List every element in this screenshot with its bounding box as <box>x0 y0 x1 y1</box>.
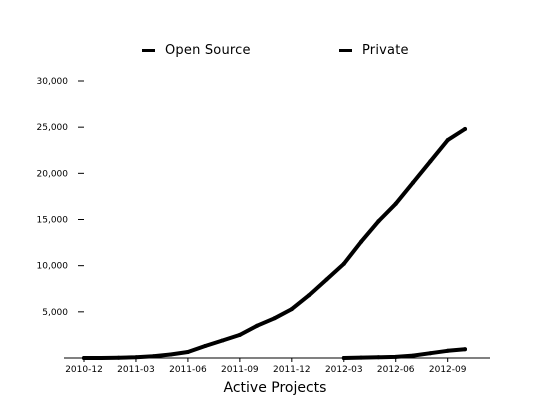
data-point-open-source <box>82 356 86 360</box>
data-point-open-source <box>463 127 467 131</box>
data-point-open-source <box>151 354 155 358</box>
y-tick-label: 20,000 <box>37 169 69 179</box>
data-point-open-source <box>411 181 415 185</box>
y-tick-label: 15,000 <box>37 216 69 226</box>
y-tick-label: 25,000 <box>37 123 69 133</box>
x-tick-label: 2012-09 <box>429 365 467 375</box>
data-point-open-source <box>169 353 173 357</box>
series-line-open-source <box>84 129 465 358</box>
data-point-private <box>394 355 398 359</box>
data-point-open-source <box>359 240 363 244</box>
x-tick-label: 2011-06 <box>169 365 207 375</box>
data-point-open-source <box>203 344 207 348</box>
data-point-open-source <box>134 355 138 359</box>
x-tick-label: 2010-12 <box>65 365 103 375</box>
data-point-open-source <box>186 350 190 354</box>
series-lines <box>82 127 467 360</box>
data-point-open-source <box>342 262 346 266</box>
data-point-open-source <box>221 339 225 343</box>
data-point-open-source <box>307 293 311 297</box>
data-point-open-source <box>238 333 242 337</box>
data-point-open-source <box>325 278 329 282</box>
x-axis-title: Active Projects <box>0 380 550 396</box>
data-point-open-source <box>290 307 294 311</box>
data-point-private <box>463 347 467 351</box>
data-point-private <box>376 355 380 359</box>
data-point-private <box>428 351 432 355</box>
x-tick-label: 2012-03 <box>325 365 363 375</box>
data-point-open-source <box>446 138 450 142</box>
data-point-private <box>411 354 415 358</box>
data-point-open-source <box>376 219 380 223</box>
x-tick-label: 2011-09 <box>221 365 259 375</box>
y-tick-label: 10,000 <box>37 262 69 272</box>
x-tick-label: 2012-06 <box>377 365 415 375</box>
y-tick-label: 5,000 <box>42 308 68 318</box>
axes: 5,000 10,000 15,000 20,000 25,000 30,000 2010-… <box>37 77 491 375</box>
data-point-open-source <box>428 159 432 163</box>
data-point-open-source <box>117 356 121 360</box>
x-tick-label: 2011-12 <box>273 365 311 375</box>
data-point-private <box>359 356 363 360</box>
data-point-open-source <box>99 356 103 360</box>
data-point-open-source <box>255 324 259 328</box>
data-point-private <box>342 356 346 360</box>
data-point-open-source <box>273 316 277 320</box>
data-point-private <box>446 349 450 353</box>
y-tick-label: 30,000 <box>37 77 69 87</box>
data-point-open-source <box>394 202 398 206</box>
x-tick-label: 2011-03 <box>117 365 155 375</box>
